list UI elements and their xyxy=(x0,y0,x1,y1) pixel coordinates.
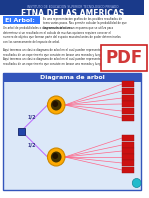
Text: Aqui tenemos un clasico diagrama de arbol en el cual pueden representarse los
re: Aqui tenemos un clasico diagrama de arbo… xyxy=(3,48,115,66)
FancyBboxPatch shape xyxy=(3,73,142,82)
Text: Es una representacion grafica de los posibles resultados de
toma varios pasos. N: Es una representacion grafica de los pos… xyxy=(43,16,126,30)
Bar xyxy=(122,148,134,154)
Text: Diagrama de arbol: Diagrama de arbol xyxy=(40,75,105,80)
Text: El Arbol:: El Arbol: xyxy=(5,18,35,23)
Bar xyxy=(122,108,134,114)
Bar xyxy=(122,142,134,148)
Bar xyxy=(122,167,134,173)
Bar xyxy=(122,81,134,87)
Text: 1/2: 1/2 xyxy=(27,114,36,120)
Bar xyxy=(122,88,134,94)
Circle shape xyxy=(132,179,141,188)
Circle shape xyxy=(48,148,65,166)
Bar xyxy=(122,160,134,166)
Text: Un arbol de probabilidades o diagrama de arbol es un esquema que se utiliza para: Un arbol de probabilidades o diagrama de… xyxy=(3,26,121,44)
Circle shape xyxy=(48,96,65,114)
Text: PDF: PDF xyxy=(105,49,143,67)
Bar xyxy=(122,95,134,101)
Text: INSTITUTO DE EDUCACION SUPERIOR TECNOLOGICO PRIVADO: INSTITUTO DE EDUCACION SUPERIOR TECNOLOG… xyxy=(27,5,118,9)
FancyBboxPatch shape xyxy=(3,73,142,190)
Bar xyxy=(122,154,134,160)
Text: 1/2: 1/2 xyxy=(27,143,36,148)
Circle shape xyxy=(52,153,58,159)
Bar xyxy=(18,128,25,134)
Bar xyxy=(122,135,134,141)
Bar xyxy=(122,101,134,107)
Text: ETNA DE LAS AMERICAS: ETNA DE LAS AMERICAS xyxy=(21,9,124,18)
Circle shape xyxy=(52,101,58,107)
Bar xyxy=(122,115,134,121)
FancyBboxPatch shape xyxy=(0,0,144,15)
Circle shape xyxy=(51,100,62,110)
FancyBboxPatch shape xyxy=(3,16,40,24)
Circle shape xyxy=(51,151,62,163)
